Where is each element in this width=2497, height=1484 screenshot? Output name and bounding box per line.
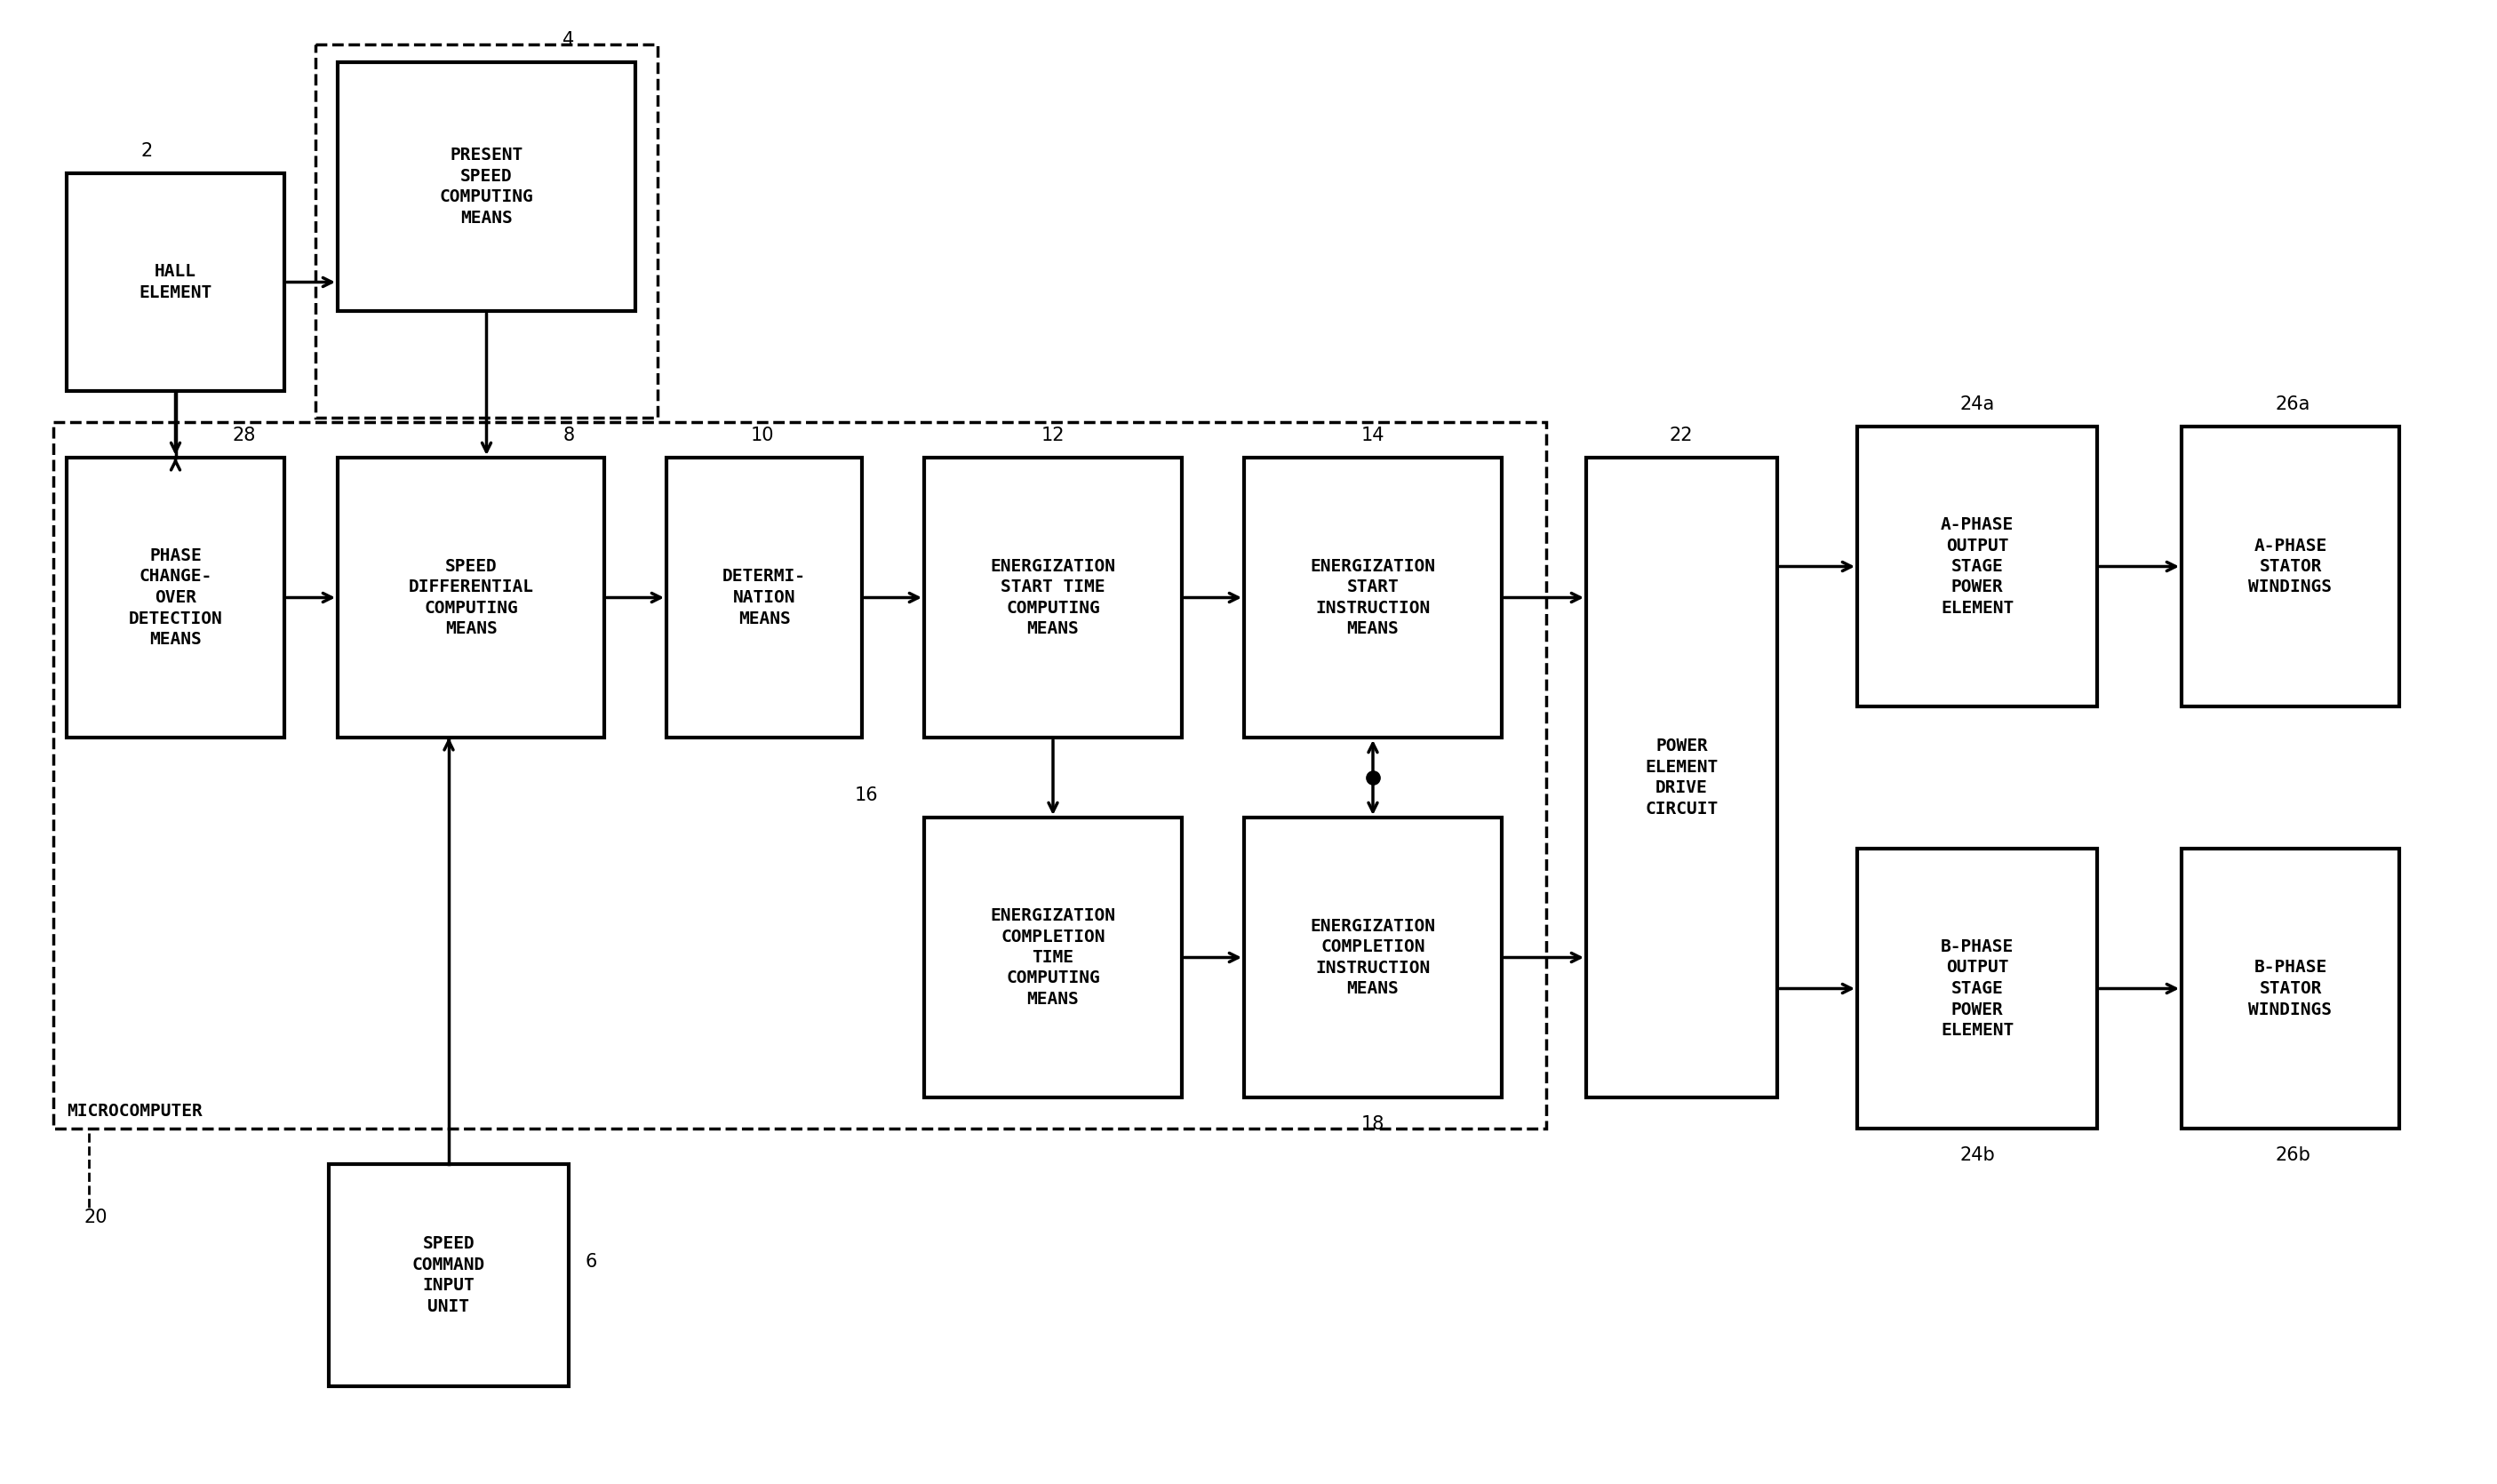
FancyBboxPatch shape: [2182, 849, 2400, 1128]
Text: PRESENT
SPEED
COMPUTING
MEANS: PRESENT SPEED COMPUTING MEANS: [439, 147, 534, 227]
FancyBboxPatch shape: [330, 1163, 569, 1386]
Text: 18: 18: [1361, 1114, 1386, 1132]
Text: 20: 20: [85, 1208, 107, 1226]
Text: DETERMI-
NATION
MEANS: DETERMI- NATION MEANS: [722, 568, 807, 626]
Text: 28: 28: [232, 426, 257, 444]
Text: 26a: 26a: [2275, 395, 2310, 413]
Text: 2: 2: [140, 142, 152, 160]
Text: A-PHASE
STATOR
WINDINGS: A-PHASE STATOR WINDINGS: [2250, 537, 2332, 595]
Text: PHASE
CHANGE-
OVER
DETECTION
MEANS: PHASE CHANGE- OVER DETECTION MEANS: [127, 548, 222, 649]
FancyBboxPatch shape: [67, 457, 285, 738]
FancyBboxPatch shape: [924, 818, 1181, 1098]
Text: 14: 14: [1361, 426, 1386, 444]
Text: POWER
ELEMENT
DRIVE
CIRCUIT: POWER ELEMENT DRIVE CIRCUIT: [1646, 738, 1718, 818]
Text: ENERGIZATION
COMPLETION
INSTRUCTION
MEANS: ENERGIZATION COMPLETION INSTRUCTION MEAN…: [1311, 917, 1436, 997]
FancyBboxPatch shape: [1244, 818, 1501, 1098]
Text: 26b: 26b: [2275, 1146, 2310, 1163]
Text: HALL
ELEMENT: HALL ELEMENT: [140, 263, 212, 301]
Text: 10: 10: [752, 426, 774, 444]
FancyBboxPatch shape: [2182, 426, 2400, 706]
FancyBboxPatch shape: [667, 457, 861, 738]
Text: 8: 8: [562, 426, 574, 444]
Text: A-PHASE
OUTPUT
STAGE
POWER
ELEMENT: A-PHASE OUTPUT STAGE POWER ELEMENT: [1940, 516, 2013, 617]
Text: 4: 4: [562, 31, 574, 49]
FancyBboxPatch shape: [1858, 426, 2097, 706]
Text: MICROCOMPUTER: MICROCOMPUTER: [67, 1103, 202, 1119]
Text: 22: 22: [1670, 426, 1693, 444]
Text: 24b: 24b: [1960, 1146, 1995, 1163]
FancyBboxPatch shape: [337, 62, 634, 312]
FancyBboxPatch shape: [924, 457, 1181, 738]
Text: B-PHASE
STATOR
WINDINGS: B-PHASE STATOR WINDINGS: [2250, 959, 2332, 1018]
Text: SPEED
COMMAND
INPUT
UNIT: SPEED COMMAND INPUT UNIT: [412, 1235, 484, 1315]
FancyBboxPatch shape: [1586, 457, 1778, 1098]
Text: 16: 16: [854, 787, 879, 804]
FancyBboxPatch shape: [67, 174, 285, 390]
Text: SPEED
DIFFERENTIAL
COMPUTING
MEANS: SPEED DIFFERENTIAL COMPUTING MEANS: [410, 558, 534, 637]
FancyBboxPatch shape: [1244, 457, 1501, 738]
Text: ENERGIZATION
START
INSTRUCTION
MEANS: ENERGIZATION START INSTRUCTION MEANS: [1311, 558, 1436, 637]
Text: 6: 6: [584, 1252, 597, 1270]
Text: 12: 12: [1041, 426, 1064, 444]
Text: ENERGIZATION
START TIME
COMPUTING
MEANS: ENERGIZATION START TIME COMPUTING MEANS: [991, 558, 1116, 637]
FancyBboxPatch shape: [1858, 849, 2097, 1128]
Text: B-PHASE
OUTPUT
STAGE
POWER
ELEMENT: B-PHASE OUTPUT STAGE POWER ELEMENT: [1940, 938, 2013, 1039]
Text: ENERGIZATION
COMPLETION
TIME
COMPUTING
MEANS: ENERGIZATION COMPLETION TIME COMPUTING M…: [991, 907, 1116, 1008]
FancyBboxPatch shape: [337, 457, 604, 738]
Text: 24a: 24a: [1960, 395, 1995, 413]
